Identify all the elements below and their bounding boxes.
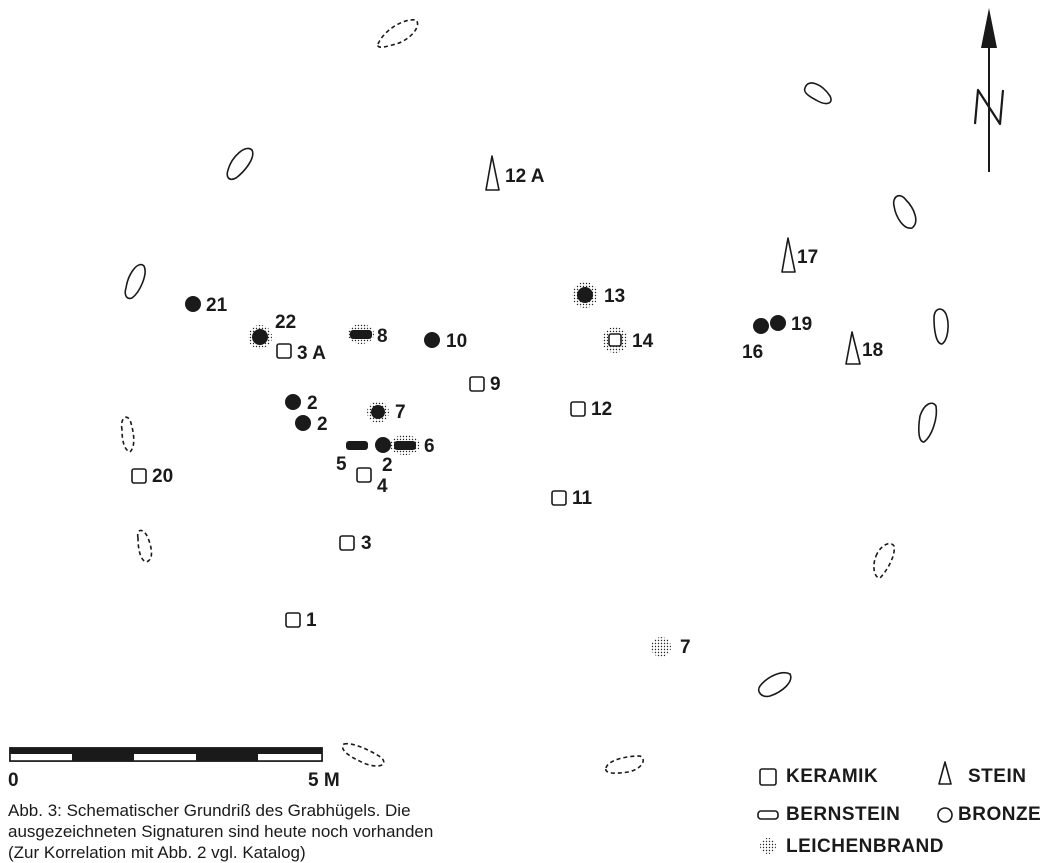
stone-outline: [892, 194, 917, 229]
keramik-marker: [570, 401, 586, 417]
figure-caption: Abb. 3: Schematischer Grundriß des Grabh…: [8, 800, 568, 863]
find-label: 22: [275, 312, 296, 333]
bronze-marker: [252, 329, 268, 345]
stone-outline: [136, 529, 153, 563]
bronze-marker: [285, 394, 301, 410]
find-label: 11: [572, 488, 593, 509]
stein-marker: [485, 155, 500, 191]
find-label: 2: [382, 455, 393, 476]
find-label: 12: [591, 399, 612, 420]
find-label: 21: [206, 295, 228, 316]
bernstein-marker: [350, 330, 372, 339]
scale-start-label: 0: [8, 770, 19, 791]
bronze-marker: [424, 332, 440, 348]
bronze-legend-icon: [937, 807, 953, 823]
stone-outline: [341, 742, 385, 767]
find-label: 4: [377, 476, 388, 497]
find-label: 2: [307, 393, 318, 414]
stone-outline: [226, 147, 254, 181]
stein-legend-icon: [938, 761, 952, 785]
caption-line: Abb. 3: Schematischer Grundriß des Grabh…: [8, 801, 411, 820]
bernstein-marker: [394, 441, 416, 450]
bronze-marker: [295, 415, 311, 431]
bernstein-symbols: [346, 330, 416, 450]
find-label: 3 A: [297, 343, 326, 364]
keramik-marker: [551, 490, 567, 506]
caption-line: (Zur Korrelation mit Abb. 2 vgl. Katalog…: [8, 843, 306, 862]
keramik-marker: [469, 376, 485, 392]
caption-line: ausgezeichneten Signaturen sind heute no…: [8, 822, 434, 841]
find-label: 5: [336, 454, 347, 475]
keramik-symbols: [131, 333, 622, 628]
find-label: 10: [446, 331, 467, 352]
bernstein-marker: [346, 441, 368, 450]
mound-stones: [120, 19, 949, 774]
stone-outline: [933, 308, 949, 345]
bronze-marker: [577, 287, 593, 303]
bronze-marker: [753, 318, 769, 334]
find-label: 12 A: [505, 166, 545, 187]
find-label: 20: [152, 466, 173, 487]
bronze-marker: [371, 405, 385, 419]
find-label: 18: [862, 340, 883, 361]
find-label: 16: [742, 342, 763, 363]
legend-stein: STEIN: [968, 766, 1027, 787]
legend-symbols: [757, 761, 953, 854]
stone-outline: [120, 416, 135, 453]
stone-outline: [873, 542, 896, 579]
keramik-marker: [276, 343, 292, 359]
north-n-icon: [973, 88, 1005, 126]
stein-symbols: [485, 155, 861, 365]
keramik-marker: [339, 535, 355, 551]
stone-outline: [757, 671, 792, 698]
keramik-marker: [608, 333, 622, 347]
keramik-marker: [131, 468, 147, 484]
leichenbrand-legend-icon: [760, 838, 776, 854]
find-label: 7: [680, 637, 691, 658]
keramik-marker: [356, 467, 372, 483]
scale-bar: [9, 747, 323, 762]
stein-marker: [845, 331, 861, 365]
stone-outline: [124, 263, 146, 300]
scale-end-label: 5 M: [308, 770, 340, 791]
stein-marker: [781, 237, 796, 273]
find-label: 7: [395, 402, 406, 423]
legend-keramik: KERAMIK: [786, 766, 879, 787]
find-label: 3: [361, 533, 372, 554]
legend-leichenbrand: LEICHENBRAND: [786, 836, 944, 857]
find-label: 19: [791, 314, 812, 335]
stone-outline: [377, 19, 419, 48]
bronze-marker: [185, 296, 201, 312]
find-label: 17: [797, 247, 818, 268]
legend-bronze: BRONZE: [958, 804, 1042, 825]
stone-outline: [605, 755, 644, 774]
north-arrow: [973, 8, 1005, 172]
find-label: 6: [424, 436, 435, 457]
keramik-legend-icon: [759, 768, 777, 786]
bronze-marker: [770, 315, 786, 331]
leichenbrand-marker: [651, 637, 671, 657]
find-label: 8: [377, 326, 388, 347]
legend-bernstein: BERNSTEIN: [786, 804, 901, 825]
bernstein-legend-icon: [757, 810, 779, 820]
find-label: 1: [306, 610, 317, 631]
stone-outline: [803, 82, 832, 105]
keramik-marker: [285, 612, 301, 628]
bronze-symbols: [185, 287, 786, 453]
find-label: 9: [490, 374, 501, 395]
find-label: 14: [632, 331, 654, 352]
bronze-marker: [375, 437, 391, 453]
find-label: 13: [604, 286, 625, 307]
stone-outline: [918, 402, 938, 443]
find-label: 2: [317, 414, 328, 435]
